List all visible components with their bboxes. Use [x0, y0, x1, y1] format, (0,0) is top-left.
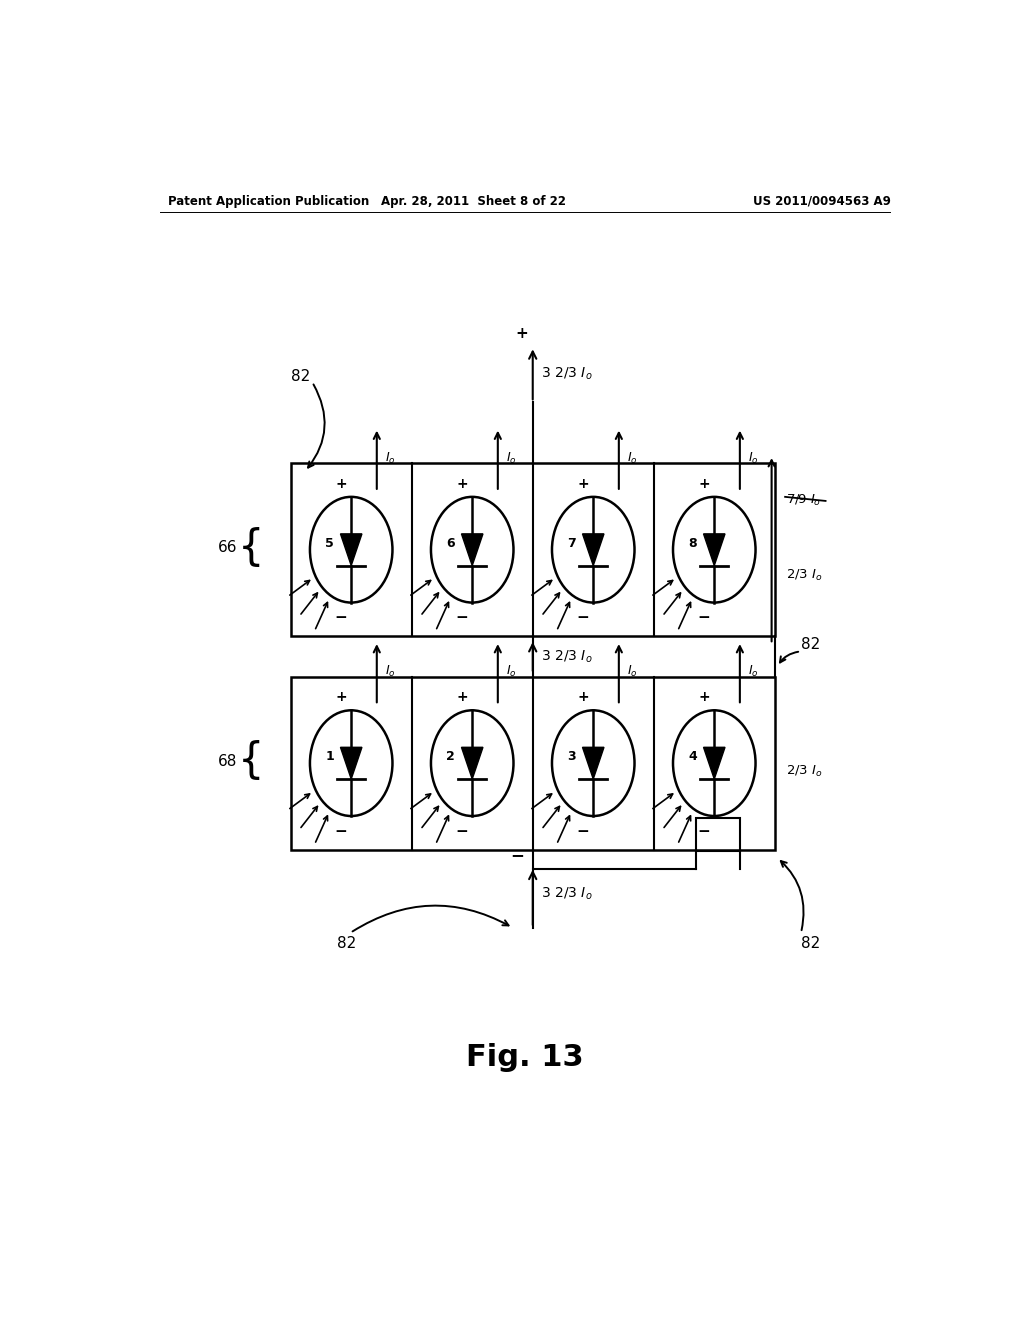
Text: +: + [698, 477, 710, 491]
Text: $I_o$: $I_o$ [385, 664, 395, 680]
Text: {: { [238, 527, 264, 569]
Text: +: + [578, 690, 589, 704]
Text: 7: 7 [567, 537, 577, 550]
Text: +: + [456, 690, 468, 704]
Text: −: − [335, 610, 347, 626]
Text: 2/3 $I_o$: 2/3 $I_o$ [785, 568, 822, 582]
Polygon shape [583, 533, 604, 565]
Text: $I_o$: $I_o$ [627, 664, 637, 680]
Bar [291, 677, 775, 850]
Text: +: + [515, 326, 528, 342]
Text: {: { [238, 741, 264, 783]
Text: −: − [456, 824, 468, 838]
Text: Patent Application Publication: Patent Application Publication [168, 194, 369, 207]
Text: −: − [577, 610, 589, 626]
Text: $I_o$: $I_o$ [748, 450, 759, 466]
Text: $I_o$: $I_o$ [748, 664, 759, 680]
Text: 3: 3 [567, 750, 577, 763]
Text: US 2011/0094563 A9: US 2011/0094563 A9 [754, 194, 891, 207]
Text: 68: 68 [218, 754, 238, 768]
Text: +: + [578, 477, 589, 491]
Text: Apr. 28, 2011  Sheet 8 of 22: Apr. 28, 2011 Sheet 8 of 22 [381, 194, 565, 207]
Polygon shape [340, 533, 361, 565]
Text: $I_o$: $I_o$ [385, 450, 395, 466]
Text: −: − [335, 824, 347, 838]
Polygon shape [462, 747, 483, 779]
Polygon shape [583, 747, 604, 779]
Text: 2/3 $I_o$: 2/3 $I_o$ [785, 764, 822, 779]
Text: −: − [456, 610, 468, 626]
Text: $I_o$: $I_o$ [506, 664, 516, 680]
Text: +: + [456, 477, 468, 491]
Polygon shape [462, 533, 483, 565]
Bar [696, 818, 740, 850]
Text: 3 2/3 $I_o$: 3 2/3 $I_o$ [541, 366, 592, 381]
Text: 66: 66 [218, 540, 238, 556]
Text: 5: 5 [326, 537, 334, 550]
Text: 82: 82 [801, 636, 820, 652]
Bar [291, 463, 775, 636]
Text: +: + [698, 690, 710, 704]
Text: 82: 82 [292, 370, 310, 384]
Text: 6: 6 [446, 537, 455, 550]
Text: −: − [697, 610, 711, 626]
Text: 2: 2 [446, 750, 455, 763]
Text: 8: 8 [688, 537, 697, 550]
Text: 4: 4 [688, 750, 697, 763]
Text: 82: 82 [337, 936, 356, 950]
Text: +: + [335, 690, 347, 704]
Text: $I_o$: $I_o$ [506, 450, 516, 466]
Text: +: + [335, 477, 347, 491]
Polygon shape [703, 747, 725, 779]
Polygon shape [703, 533, 725, 565]
Text: 3 2/3 $I_o$: 3 2/3 $I_o$ [541, 886, 592, 903]
Text: $I_o$: $I_o$ [627, 450, 637, 466]
Text: 3 2/3 $I_o$: 3 2/3 $I_o$ [541, 648, 592, 665]
Text: 7/9 $I_o$: 7/9 $I_o$ [785, 494, 821, 508]
Text: −: − [577, 824, 589, 838]
Text: −: − [697, 824, 711, 838]
Text: 82: 82 [801, 936, 820, 950]
Text: Fig. 13: Fig. 13 [466, 1043, 584, 1072]
Text: −: − [510, 846, 524, 863]
Text: 1: 1 [326, 750, 334, 763]
Polygon shape [340, 747, 361, 779]
